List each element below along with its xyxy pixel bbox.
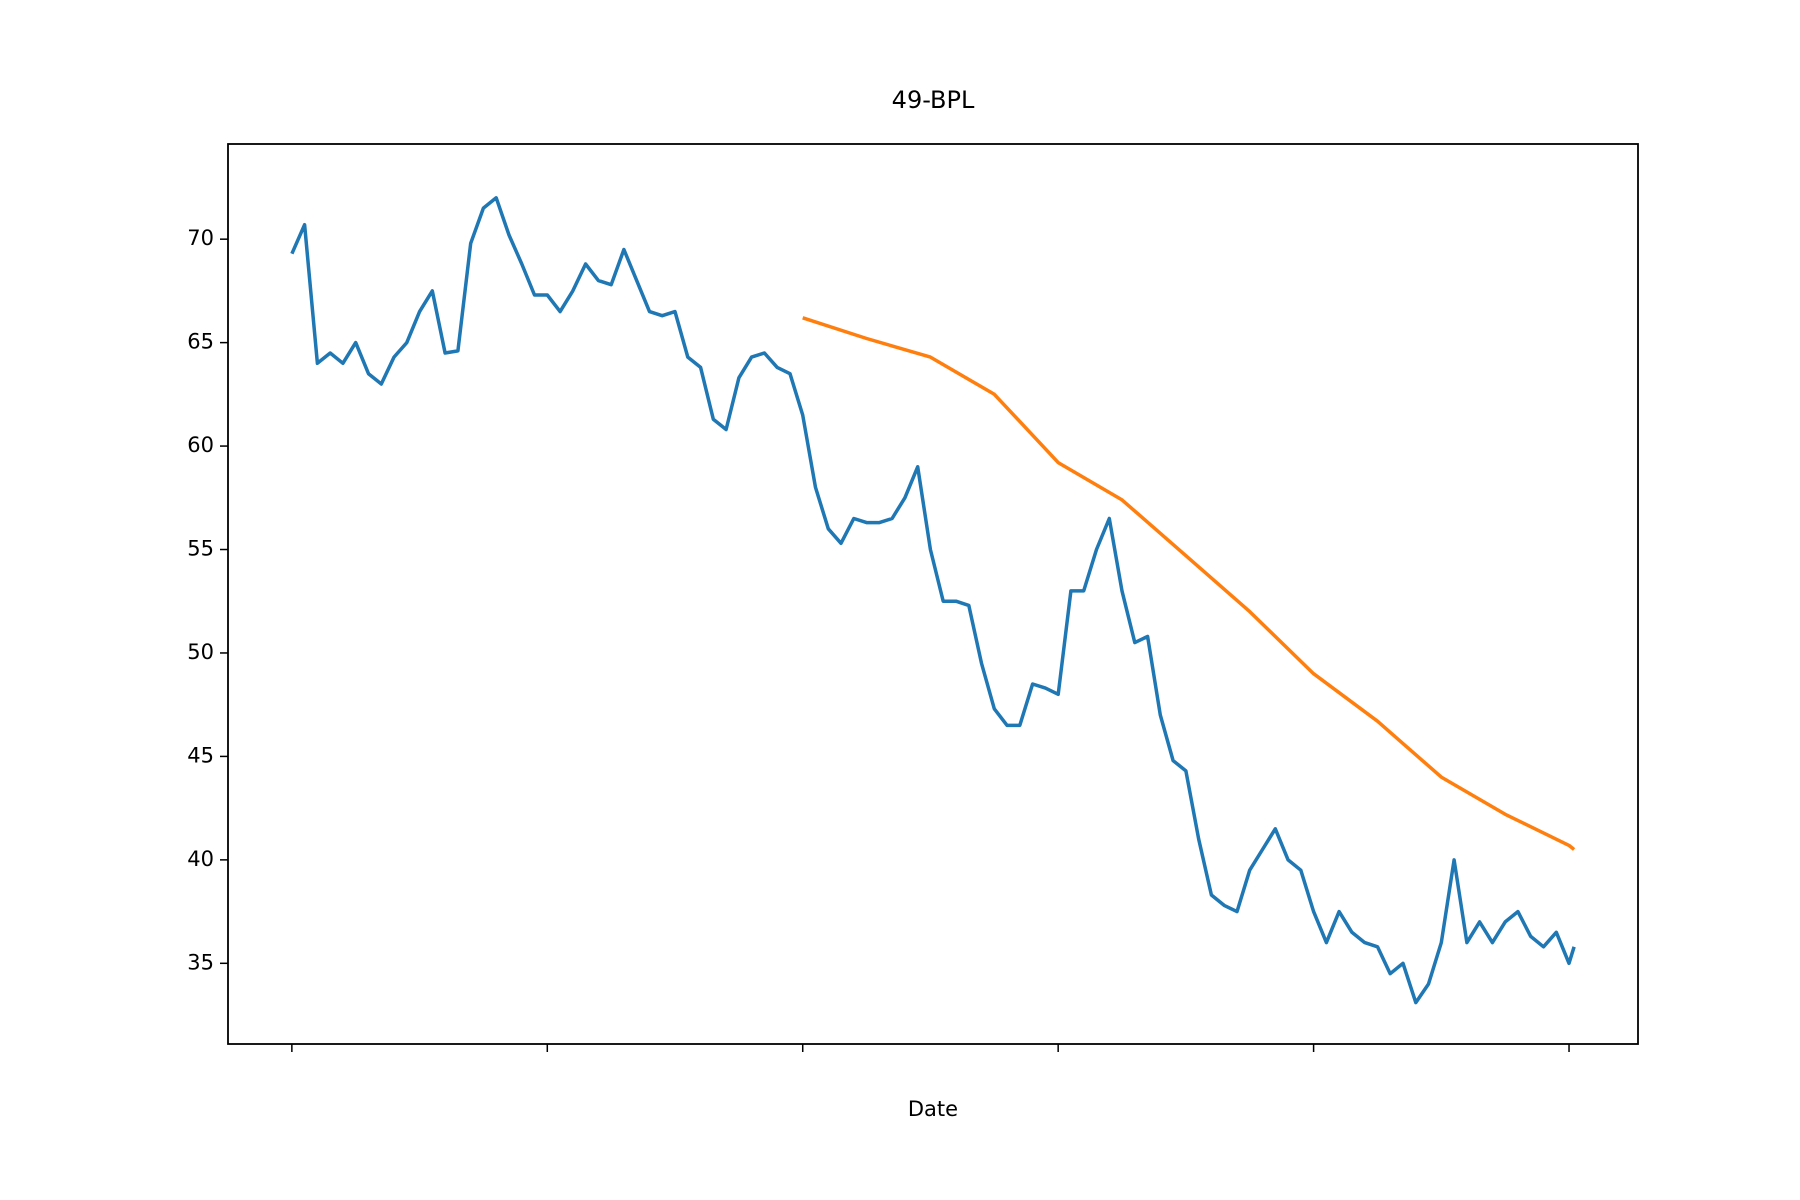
y-tick-label: 35 bbox=[187, 950, 214, 974]
y-tick-label: 55 bbox=[187, 537, 214, 561]
y-tick-label: 65 bbox=[187, 330, 214, 354]
y-tick-label: 50 bbox=[187, 640, 214, 664]
x-axis-label: Date bbox=[908, 1097, 958, 1121]
y-tick-label: 70 bbox=[187, 226, 214, 250]
data-line bbox=[802, 316, 1576, 851]
data-line bbox=[290, 196, 1576, 1005]
y-tick-label: 45 bbox=[187, 743, 214, 767]
chart-title: 49-BPL bbox=[892, 86, 975, 114]
y-tick-label: 60 bbox=[187, 433, 214, 457]
plot-frame bbox=[227, 143, 1639, 1045]
y-tick-label: 40 bbox=[187, 847, 214, 871]
